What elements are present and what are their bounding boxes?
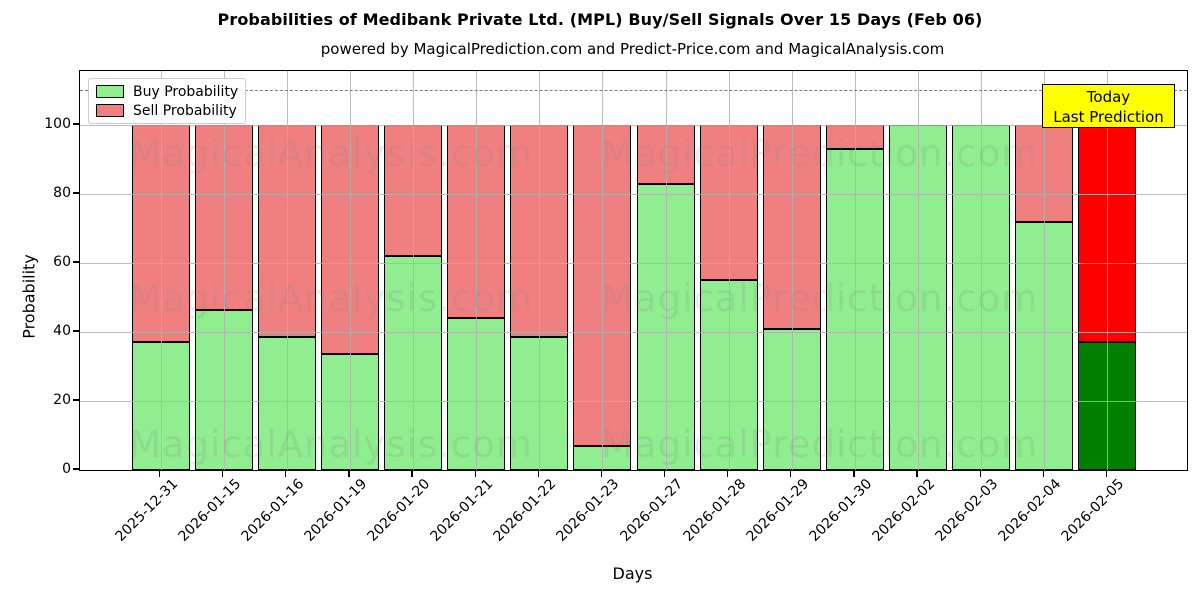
x-tick-mark [1042,470,1044,477]
legend-item-buy: Buy Probability [96,84,245,100]
y-tick-label: 0 [62,461,71,477]
y-tick-label: 40 [53,323,71,339]
legend: Buy Probability Sell Probability [88,78,246,124]
vertical-gridline [539,71,541,470]
chart-title: Probabilities of Medibank Private Ltd. (… [217,10,983,29]
horizontal-gridline [80,263,1187,264]
watermark-text: MagicalPrediction.com [601,132,1039,175]
chart-subtitle: powered by MagicalPrediction.com and Pre… [320,40,945,58]
y-tick-mark [72,330,79,332]
y-tick-mark [72,468,79,470]
x-axis-title: Days [612,564,653,583]
y-axis-title: Probability [19,254,39,339]
x-tick-mark [600,470,603,477]
y-tick-mark [72,261,79,263]
y-tick-mark [72,192,79,194]
sell-swatch [96,104,124,117]
x-tick-mark [853,470,855,477]
today-annotation-line1: Today [1086,88,1131,106]
x-tick-mark [158,470,161,477]
plot-area: MagicalAnalysis.com MagicalPrediction.com… [79,70,1188,471]
threshold-dashed-line [80,90,1187,91]
vertical-gridline [918,71,920,470]
x-tick-mark [221,470,224,477]
horizontal-gridline [80,401,1187,402]
vertical-gridline [1044,71,1046,470]
y-tick-label: 20 [53,392,71,408]
vertical-gridline [160,71,162,470]
y-tick-label: 100 [44,116,71,132]
watermark-text: MagicalAnalysis.com [129,277,533,320]
vertical-gridline [854,71,856,470]
watermark-text: MagicalPrediction.com [601,277,1039,320]
y-tick-mark [72,123,79,125]
x-tick-mark [285,470,287,477]
today-annotation-line2: Last Prediction [1053,108,1164,126]
watermark-text: MagicalAnalysis.com [129,132,533,175]
x-tick-mark [979,470,981,477]
x-tick-mark [1105,470,1108,477]
x-tick-mark [663,470,666,477]
today-annotation-box: Today Last Prediction [1042,84,1175,128]
vertical-gridline [791,71,793,470]
x-tick-mark [474,470,476,477]
vertical-gridline [981,71,983,470]
buy-swatch [96,85,124,98]
vertical-gridline [286,71,288,470]
y-tick-label: 60 [53,254,71,270]
x-tick-mark [537,470,539,477]
vertical-gridline [223,71,225,470]
vertical-gridline [602,71,604,470]
vertical-gridline [476,71,478,470]
legend-label-buy: Buy Probability [133,83,239,100]
x-tick-mark [348,470,350,477]
vertical-gridline [413,71,415,470]
watermark-text: MagicalAnalysis.com [129,423,533,466]
vertical-gridline [1107,71,1109,470]
x-tick-mark [727,470,729,477]
horizontal-gridline [80,332,1187,333]
y-tick-mark [72,399,79,401]
legend-label-sell: Sell Probability [133,102,237,119]
vertical-gridline [665,71,667,470]
y-tick-label: 80 [53,185,71,201]
vertical-gridline [349,71,351,470]
legend-item-sell: Sell Probability [96,103,245,119]
vertical-gridline [728,71,730,470]
watermark-text: MagicalPrediction.com [601,423,1039,466]
horizontal-gridline [80,125,1187,126]
x-tick-mark [916,470,918,477]
x-tick-mark [790,470,792,477]
x-tick-mark [411,470,413,477]
horizontal-gridline [80,194,1187,195]
